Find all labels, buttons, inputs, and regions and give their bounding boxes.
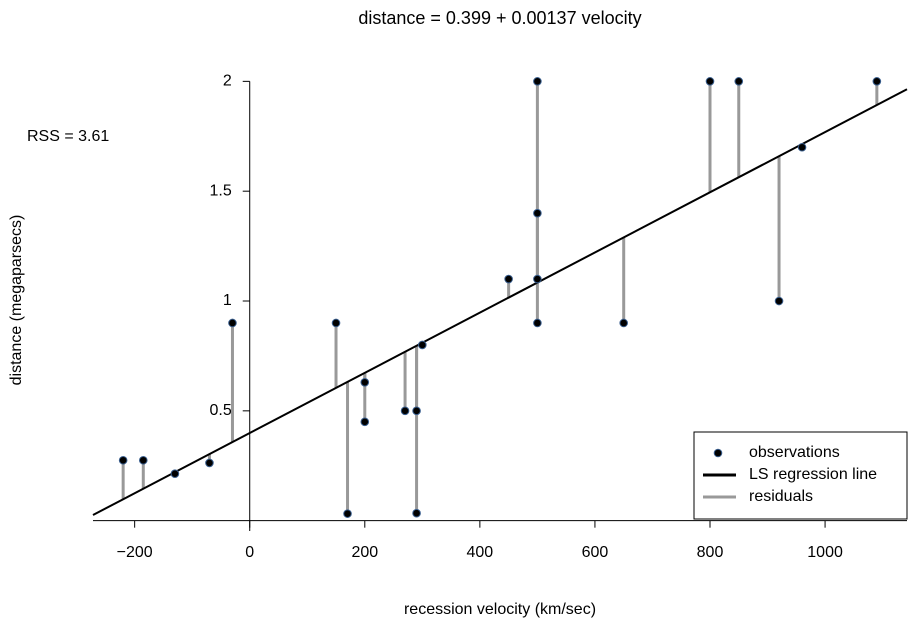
x-tick-label: 400 [467,544,494,561]
observation [533,208,542,218]
rss-label: RSS = [27,128,74,145]
x-tick-label: 200 [351,544,378,561]
observation [705,77,715,86]
y-tick-label: 1 [223,292,232,309]
observation [418,340,427,350]
observation [797,142,807,152]
observation [619,318,628,328]
observation [774,296,784,306]
y-tick-label: 0.5 [209,402,231,419]
observation [205,458,214,468]
legend-label: observations [749,444,840,461]
observation [504,274,513,284]
observation [734,77,744,86]
observation [412,406,421,416]
observation [872,77,882,86]
x-tick-label: 600 [582,544,609,561]
y-tick-label: 2 [223,73,232,90]
chart-title: distance = 0.399 + 0.00137 velocity [358,8,641,28]
rss-value: 3.61 [78,128,109,145]
x-axis-label: recession velocity (km/sec) [404,601,596,618]
x-tick-label: 0 [245,544,254,561]
title-slope: 0.00137 [512,8,577,28]
legend-label: LS regression line [749,466,877,483]
observation [343,509,352,518]
observation [533,77,542,86]
y-axis-label: distance (megaparsecs) [8,215,25,386]
rss-annotation: RSS = 3.61 [27,128,109,145]
y-tick-label: 1.5 [209,182,231,199]
observation [533,318,542,328]
observation [533,274,542,284]
observation [228,318,237,328]
observation [400,406,410,416]
observation [331,318,341,328]
legend-label: residuals [749,488,813,505]
x-tick-label: −200 [117,544,153,561]
title-text: velocity [582,8,642,28]
legend-symbol [713,448,723,458]
title-text: distance = [358,8,441,28]
observation [118,455,128,465]
observation [170,469,180,478]
observation [360,377,370,387]
observation [138,455,148,465]
x-tick-label: 1000 [807,544,843,561]
observation [412,508,421,518]
title-text: + [496,8,507,28]
x-tick-label: 800 [697,544,724,561]
regression-line [92,88,908,516]
title-intercept: 0.399 [446,8,491,28]
observation [360,417,370,427]
